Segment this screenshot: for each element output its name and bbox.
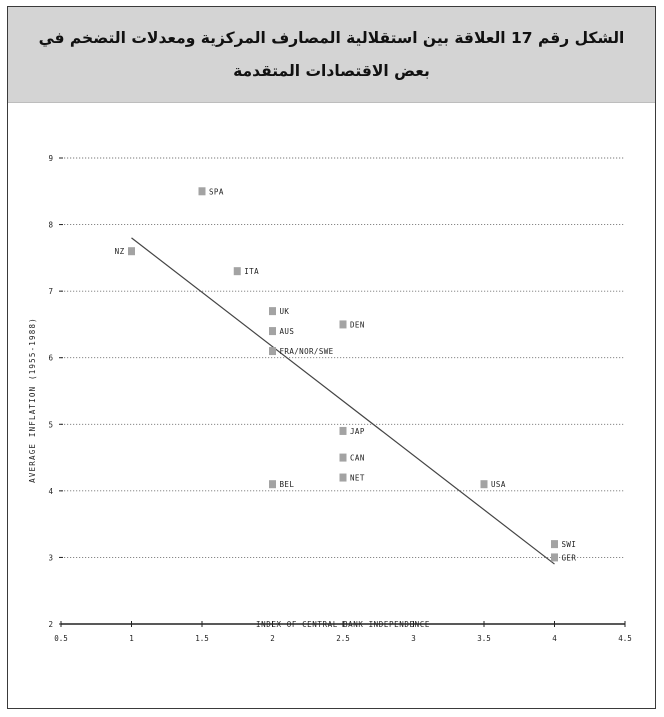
x-tick-label: 3.5	[477, 634, 491, 643]
data-point	[269, 307, 276, 316]
chart-area: 2 3 4 5 6 7 8 9 0.5 1 1.5 2 2.5 3 3.5 4 4.5 NZ SPA ITA UK AU…	[8, 103, 655, 708]
y-tick-label: 9	[48, 154, 53, 163]
y-tick-label: 2	[48, 620, 53, 629]
data-point	[339, 473, 347, 482]
point-layer: NZ SPA ITA UK AUS FRA/NOR/SWE DEN BEL JAP CAN NET U…	[115, 187, 577, 562]
data-point	[269, 347, 276, 356]
y-tick-label: 5	[48, 420, 53, 429]
data-point-label: BEL	[280, 480, 295, 489]
grid-layer	[61, 157, 625, 558]
data-point	[198, 187, 206, 196]
data-point-label: DEN	[350, 320, 365, 329]
data-point-label: ITA	[244, 267, 259, 276]
y-tick-label: 7	[48, 287, 53, 296]
x-tick-label: 4	[552, 634, 557, 643]
data-point-label: USA	[491, 480, 506, 489]
title-band: الشكل رقم 17 العلاقة بين استقلالية المصا…	[8, 7, 655, 103]
data-point	[269, 480, 276, 489]
y-tick-label: 4	[48, 487, 53, 496]
data-point-label: AUS	[280, 327, 295, 336]
scatter-chart: 2 3 4 5 6 7 8 9 0.5 1 1.5 2 2.5 3 3.5 4 4.5 NZ SPA ITA UK AU…	[28, 154, 632, 643]
data-point	[551, 553, 558, 562]
y-axis-label: AVERAGE INFLATION (1955-1988)	[28, 317, 37, 483]
x-tick-label: 1	[129, 634, 134, 643]
data-point-label: CAN	[350, 454, 365, 463]
data-point	[269, 327, 276, 336]
trend-line	[131, 237, 555, 565]
x-tick-label: 2	[270, 634, 275, 643]
data-point-label: SWI	[562, 540, 577, 549]
data-point	[339, 320, 347, 329]
trend-layer	[131, 237, 555, 565]
axis-layer: 2 3 4 5 6 7 8 9 0.5 1 1.5 2 2.5 3 3.5 4 4.5	[48, 154, 631, 643]
x-tick-label: 2.5	[336, 634, 350, 643]
data-point-label: NET	[350, 474, 365, 483]
x-tick-label: 1.5	[195, 634, 209, 643]
data-point-label: FRA/NOR/SWE	[280, 347, 334, 356]
x-tick-label: 4.5	[618, 634, 632, 643]
data-point	[233, 267, 241, 276]
y-tick-label: 6	[48, 354, 53, 363]
data-point-label: SPA	[209, 187, 224, 196]
x-tick-label: 0.5	[54, 634, 68, 643]
data-point	[128, 247, 135, 256]
data-point-label: NZ	[115, 247, 125, 256]
data-point	[480, 480, 488, 489]
figure-frame: الشكل رقم 17 العلاقة بين استقلالية المصا…	[7, 6, 656, 709]
x-axis-label: INDEX OF CENTRAL BANK INDEPENDENCE	[256, 620, 430, 629]
data-point-label: JAP	[350, 427, 365, 436]
y-tick-label: 3	[48, 553, 53, 562]
data-point	[339, 426, 347, 435]
data-point	[339, 453, 347, 462]
data-point-label: UK	[280, 307, 290, 316]
data-point-label: GER	[562, 553, 577, 562]
data-point	[551, 540, 558, 549]
figure-title: الشكل رقم 17 العلاقة بين استقلالية المصا…	[38, 28, 625, 80]
x-tick-label: 3	[411, 634, 416, 643]
y-tick-label: 8	[48, 221, 53, 230]
